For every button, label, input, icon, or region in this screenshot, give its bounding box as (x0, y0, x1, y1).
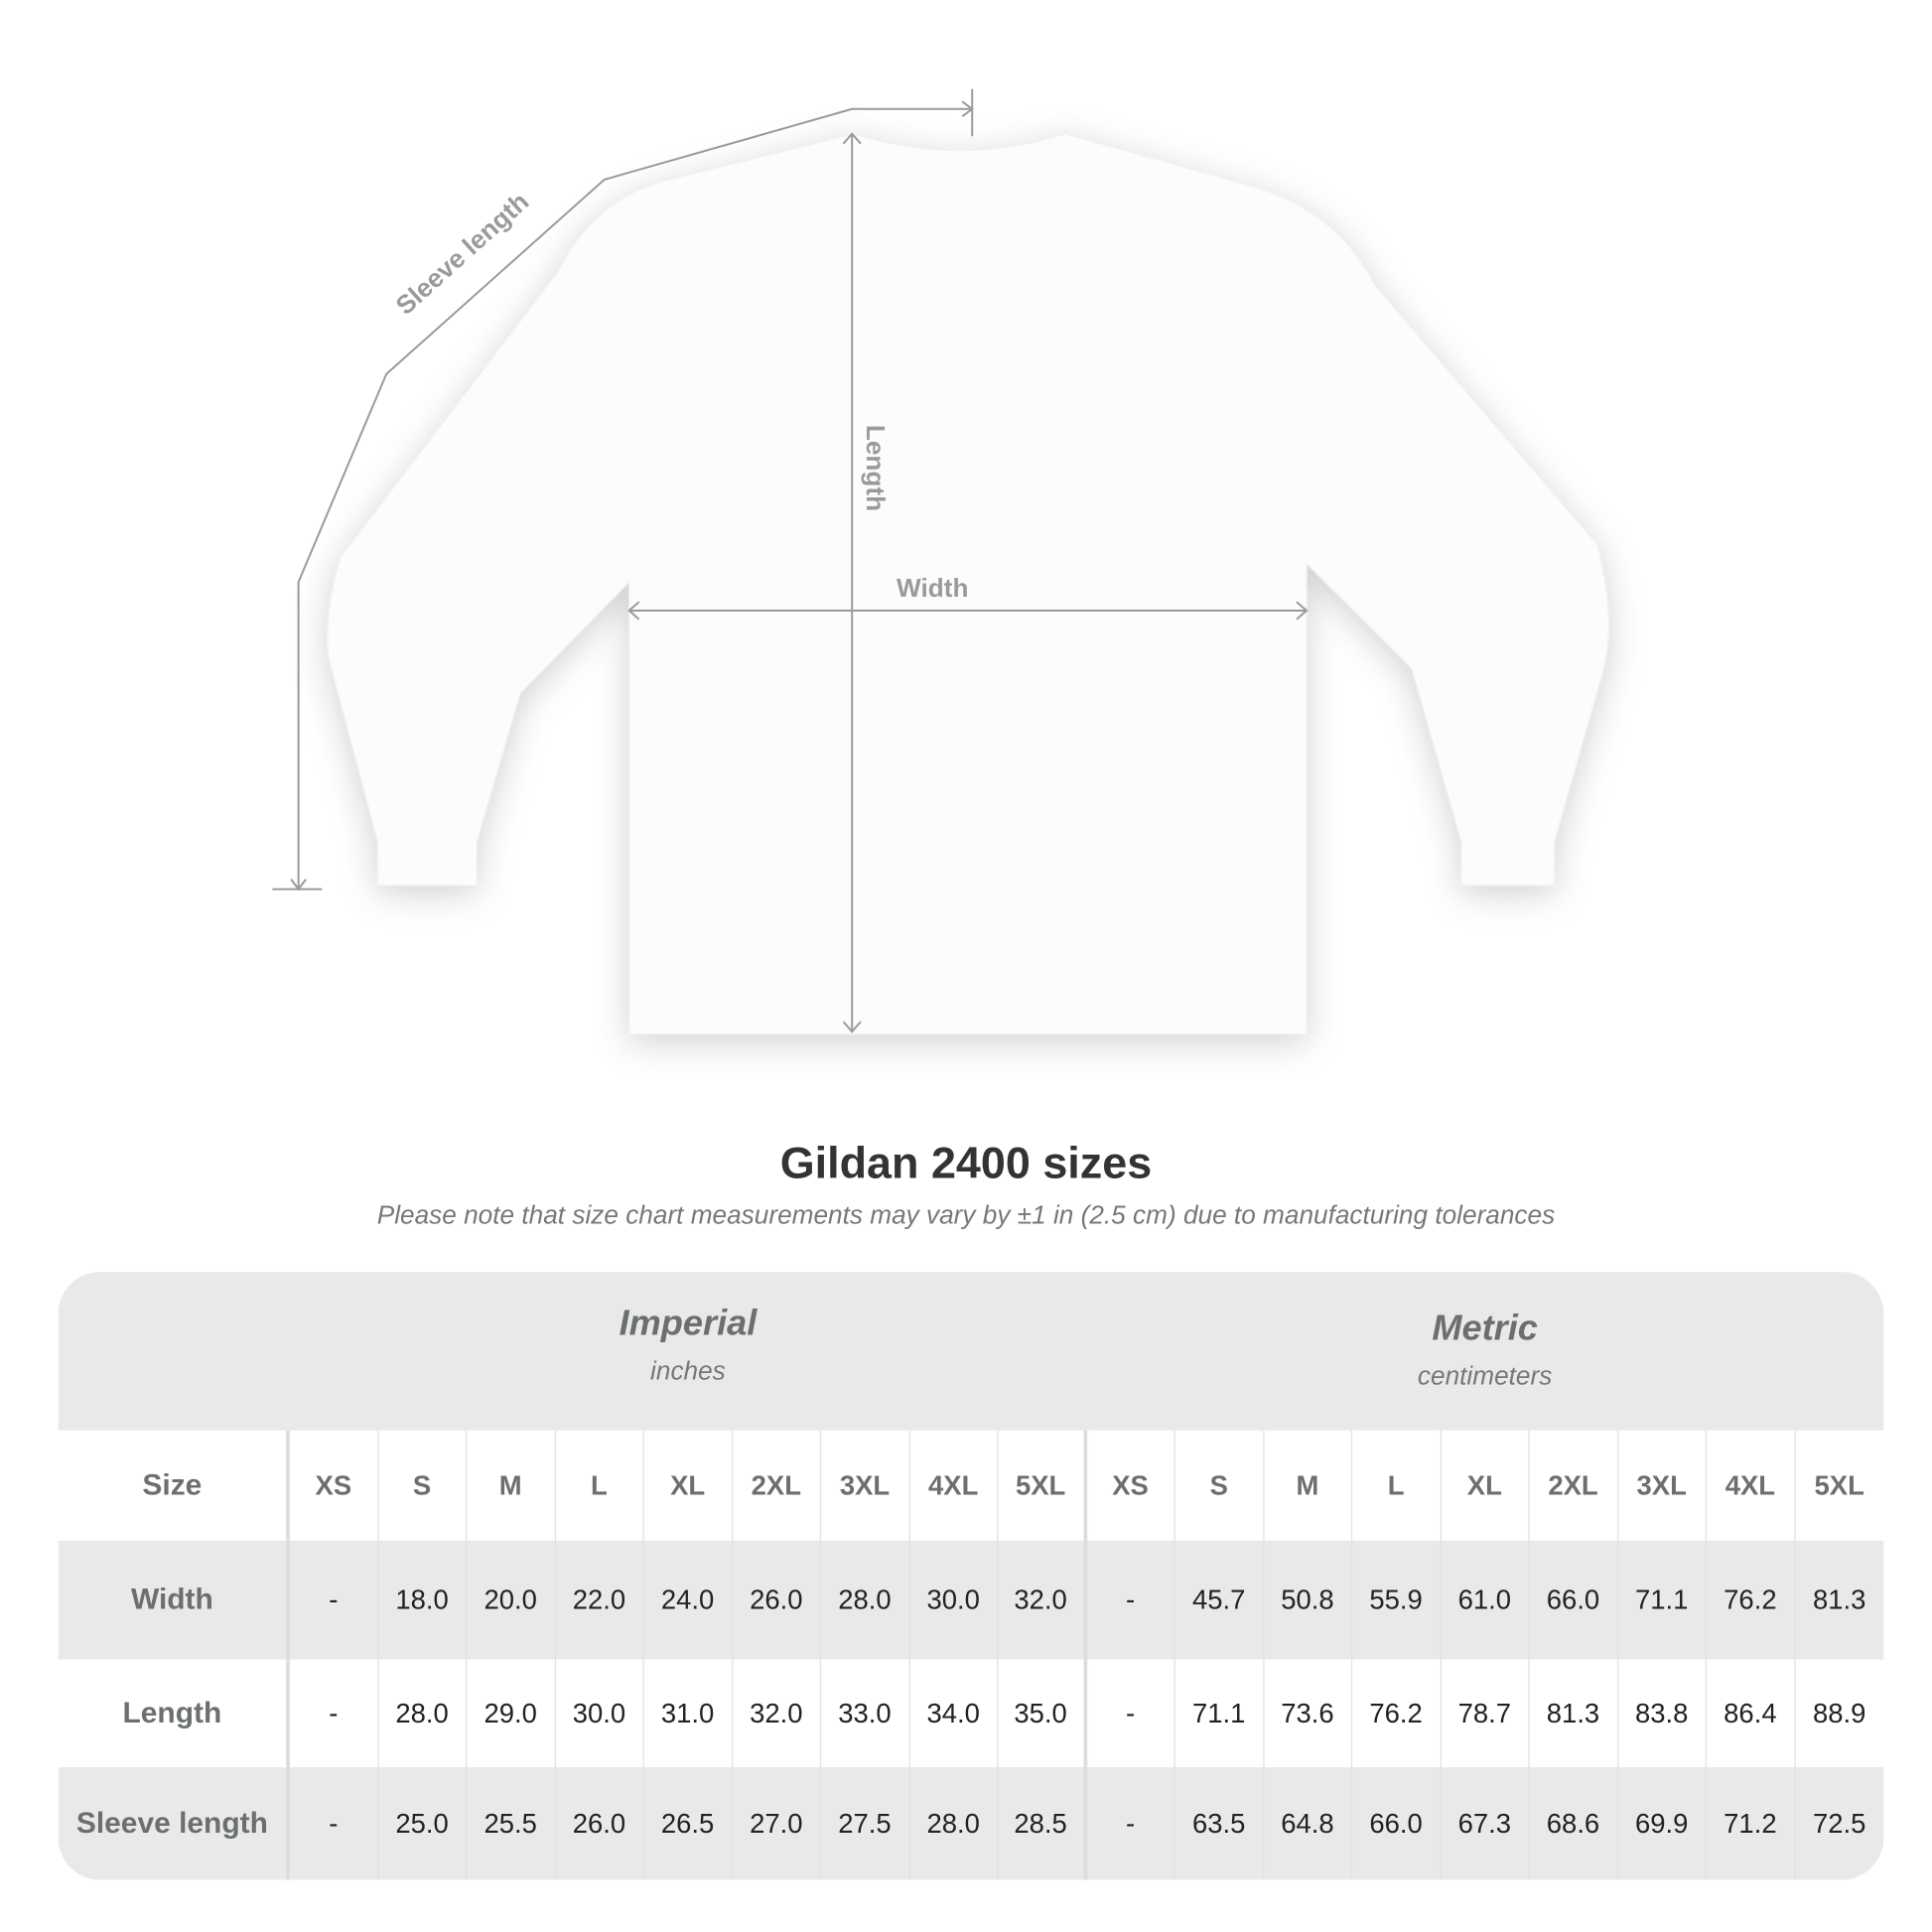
size-header-cell: S (378, 1430, 468, 1541)
table-cell: 28.0 (378, 1659, 468, 1768)
table-cell: 25.5 (467, 1767, 556, 1880)
width-label: Width (897, 573, 968, 603)
table-cell: 72.5 (1812, 1807, 1866, 1839)
length-label: Length (861, 425, 891, 511)
unit-header-band (58, 1272, 1884, 1431)
table-cell: 26.5 (644, 1767, 733, 1880)
size-header-cell: M (467, 1430, 556, 1541)
table-cell: 66.0 (1352, 1767, 1442, 1880)
size-header-cell: S (1175, 1430, 1264, 1541)
table-cell: 83.8 (1618, 1659, 1707, 1768)
table-cell: 88.9 (1812, 1697, 1866, 1728)
size-header-cell: 2XL (733, 1430, 822, 1541)
table-row: Width -18.0 20.0 22.0 24.0 26.0 28.0 30.0 32.0-4… (58, 1540, 1884, 1660)
table-cell: 68.6 (1530, 1767, 1618, 1880)
size-label: Size (59, 1430, 290, 1541)
table-cell: - (1087, 1540, 1175, 1660)
table-cell: 29.0 (467, 1659, 556, 1768)
table-cell: 69.9 (1618, 1767, 1707, 1880)
imperial-title: Imperial (619, 1304, 758, 1344)
size-header-cell: M (1264, 1430, 1353, 1541)
table-cell: 50.8 (1264, 1540, 1353, 1660)
row-label: Width (59, 1540, 290, 1660)
table-cell: 86.4 (1707, 1659, 1796, 1768)
table-cell: 27.0 (733, 1767, 822, 1880)
table-cell: 78.7 (1441, 1659, 1530, 1768)
table-cell: 32.0 (733, 1659, 822, 1768)
table-cell: 63.5 (1175, 1767, 1264, 1880)
size-header-cell: 3XL (821, 1430, 910, 1541)
table-cell: - (1087, 1767, 1175, 1880)
table-cell: 76.2 (1707, 1540, 1796, 1660)
size-table: Imperial inches Metric centimeters Size … (58, 1272, 1884, 1880)
table-cell: 24.0 (644, 1540, 733, 1660)
table-cell: 26.0 (555, 1767, 644, 1880)
table-cell: 28.0 (909, 1767, 999, 1880)
imperial-header: Imperial inches (290, 1305, 1086, 1388)
table-cell: 61.0 (1441, 1540, 1530, 1660)
table-cell: - (290, 1659, 379, 1768)
table-cell: 71.1 (1175, 1659, 1264, 1768)
table-cell: 66.0 (1530, 1540, 1618, 1660)
table-cell: 30.0 (909, 1540, 999, 1660)
size-header-cell: 4XL (1707, 1430, 1796, 1541)
table-cell: 73.6 (1264, 1659, 1353, 1768)
table-cell: 81.3 (1530, 1659, 1618, 1768)
table-cell: 26.0 (733, 1540, 822, 1660)
table-cell: 25.0 (378, 1767, 468, 1880)
size-header-cell: XS (1087, 1430, 1175, 1541)
size-header-cell: L (1352, 1430, 1442, 1541)
size-header-cell: XS (290, 1430, 379, 1541)
size-header-cell: 2XL (1530, 1430, 1618, 1541)
size-header-cell: 5XL (998, 1430, 1087, 1541)
table-cell: 55.9 (1352, 1540, 1442, 1660)
table-cell: 31.0 (644, 1659, 733, 1768)
row-label: Sleeve length (59, 1767, 290, 1880)
metric-title: Metric (1432, 1309, 1538, 1349)
tolerance-note: Please note that size chart measurements… (376, 1200, 1556, 1230)
metric-header: Metric centimeters (1086, 1310, 1883, 1393)
table-cell: 81.3 (1812, 1584, 1866, 1615)
table-cell: - (1087, 1659, 1175, 1768)
table-cell: 71.1 (1618, 1540, 1707, 1660)
table-cell: 45.7 (1175, 1540, 1264, 1660)
table-cell: 22.0 (555, 1540, 644, 1660)
shirt-diagram: Sleeve length Length Width (272, 88, 1609, 1035)
table-cell: 71.2 (1707, 1767, 1796, 1880)
sleeve-length-label: Sleeve length (390, 187, 535, 321)
table-cell: - (290, 1540, 379, 1660)
table-row: Sleeve length -25.0 25.5 26.0 26.5 27.0 27.5 28… (58, 1767, 1884, 1880)
size-header-cell: XL (644, 1430, 733, 1541)
table-cell: 76.2 (1352, 1659, 1442, 1768)
size-header-cell: 4XL (909, 1430, 999, 1541)
size-header-cell: 3XL (1618, 1430, 1707, 1541)
table-cell: 34.0 (909, 1659, 999, 1768)
table-row: Length -28.0 29.0 30.0 31.0 32.0 33.0 34.0 35.0-… (59, 1659, 1884, 1768)
table-cell: 20.0 (467, 1540, 556, 1660)
size-header-cell: 5XL (1814, 1469, 1864, 1501)
table-cell: 64.8 (1264, 1767, 1353, 1880)
table-cell: 27.5 (821, 1767, 910, 1880)
table-cell: 33.0 (821, 1659, 910, 1768)
table-cell: 30.0 (555, 1659, 644, 1768)
row-label: Length (59, 1659, 290, 1768)
metric-unit: centimeters (1417, 1362, 1553, 1391)
table-cell: 32.0 (998, 1540, 1087, 1660)
table-cell: 18.0 (378, 1540, 468, 1660)
table-cell: 35.0 (998, 1659, 1087, 1768)
imperial-unit: inches (650, 1357, 726, 1386)
table-cell: 28.5 (998, 1767, 1087, 1880)
long-sleeve-shirt-image (327, 133, 1609, 1035)
size-header-cell: L (555, 1430, 644, 1541)
table-cell: 28.0 (821, 1540, 910, 1660)
table-cell: 67.3 (1441, 1767, 1530, 1880)
size-header-cell: XL (1441, 1430, 1530, 1541)
table-cell: - (290, 1767, 379, 1880)
size-header-row: Size XS S M L XL 2XL 3XL 4XL 5XL XS S M L XL 2XL 3XL 4XL… (59, 1430, 1884, 1541)
sleeve-length-line (297, 107, 973, 890)
page-title: Gildan 2400 sizes (779, 1137, 1153, 1188)
